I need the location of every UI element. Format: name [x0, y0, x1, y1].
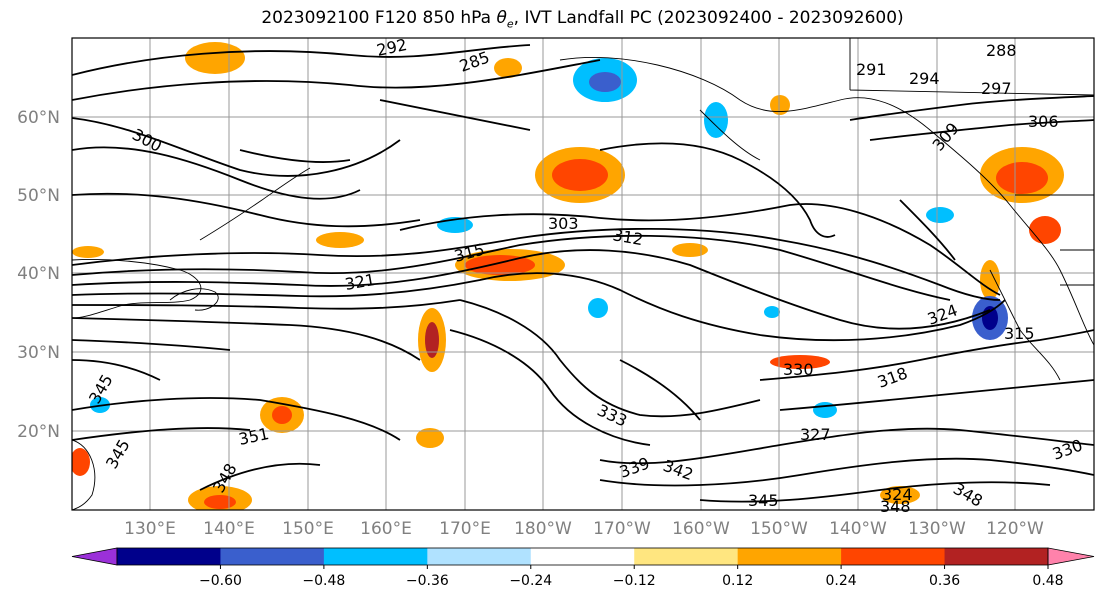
negative-anomaly-patch: [764, 306, 780, 318]
colorbar-segment: [737, 548, 842, 565]
colorbar-tick-label: −0.12: [613, 573, 656, 589]
colorbar-extend-max: [1047, 547, 1095, 566]
map-frame: [71, 37, 1095, 511]
contour-label: 306: [1028, 112, 1059, 131]
contour-label: 288: [986, 41, 1017, 60]
colorbar-extend-min: [71, 547, 118, 566]
colorbar-tick-label: −0.36: [406, 573, 449, 589]
positive-anomaly-patch: [425, 322, 439, 358]
map-area: [72, 38, 1094, 510]
lat-label: 20°N: [17, 422, 60, 442]
colorbar-segment: [634, 548, 739, 565]
lon-label: 140°E: [203, 519, 255, 539]
longitude-labels: 130°E 140°E 150°E 160°E 170°E 180°W 170°…: [124, 519, 1044, 539]
map-title: 2023092100 F120 850 hPa θe, IVT Landfall…: [261, 8, 904, 31]
positive-anomaly-patch: [672, 243, 708, 257]
positive-anomaly-patch: [1029, 216, 1061, 244]
lat-label: 40°N: [17, 264, 60, 284]
lon-label: 150°E: [282, 519, 334, 539]
contour-label: 345: [748, 491, 779, 510]
negative-anomaly-patch: [926, 207, 954, 223]
colorbar-tick-label: 0.24: [826, 573, 857, 589]
colorbar-tick-label: 0.36: [929, 573, 960, 589]
positive-anomaly-patch: [185, 42, 245, 74]
contour-label: 330: [783, 360, 814, 379]
colorbar-segment: [427, 548, 532, 565]
colorbar-segment: [530, 548, 635, 565]
negative-anomaly-patch: [704, 102, 728, 138]
colorbar-segment: [117, 548, 221, 565]
colorbar-segment: [323, 548, 428, 565]
positive-anomaly-patch: [770, 355, 830, 369]
lat-label: 30°N: [17, 343, 60, 363]
lon-label: 160°E: [360, 519, 412, 539]
colorbar-border: [116, 547, 1049, 566]
contour-labels: 292 285 288 291 294 297 306 309 300 303 …: [85, 35, 1085, 516]
negative-anomaly-patch: [589, 72, 621, 92]
theta-symbol: θ: [496, 8, 507, 28]
contour-label: 327: [800, 425, 831, 444]
positive-anomaly-patch: [996, 162, 1048, 194]
lon-label: 180°W: [514, 519, 572, 539]
colorbar: −0.60 −0.48 −0.36 −0.24 −0.12 0.12 0.24 0.36 0.4…: [71, 547, 1095, 589]
negative-anomaly-patch: [588, 298, 608, 318]
positive-anomaly-patch: [980, 260, 1000, 300]
positive-anomaly-patch: [552, 159, 608, 191]
positive-anomaly-patch: [465, 255, 535, 275]
positive-anomaly-patch: [72, 246, 104, 258]
positive-anomaly-patch: [416, 428, 444, 448]
contour-label: 324: [882, 485, 913, 504]
lon-label: 170°W: [593, 519, 651, 539]
contour-label: 303: [548, 214, 579, 233]
theta-subscript: e: [506, 17, 514, 31]
lon-label: 130°W: [908, 519, 966, 539]
colorbar-tick-label: 0.48: [1032, 573, 1063, 589]
positive-anomaly-patch: [72, 448, 90, 476]
positive-anomaly-patch: [880, 486, 920, 504]
lon-label: 130°E: [124, 519, 176, 539]
contour-label: 348: [880, 497, 911, 516]
colorbar-tick-label: −0.48: [302, 573, 345, 589]
colorbar-segment: [944, 548, 1049, 565]
positive-anomaly-patch: [204, 495, 236, 509]
contour-label: 315: [1004, 324, 1035, 343]
positive-anomaly-patch: [316, 232, 364, 248]
lat-label: 50°N: [17, 186, 60, 206]
lat-label: 60°N: [17, 108, 60, 128]
lon-label: 160°W: [672, 519, 730, 539]
positive-anomaly-patch: [272, 406, 292, 424]
negative-anomaly-patch: [982, 306, 998, 330]
latitude-labels: 60°N 50°N 40°N 30°N 20°N: [17, 108, 60, 442]
contour-label: 294: [909, 69, 940, 88]
colorbar-tick-label: 0.12: [722, 573, 753, 589]
contour-label: 297: [981, 79, 1012, 98]
colorbar-tick-label: −0.24: [509, 573, 552, 589]
contour-label: 291: [856, 60, 887, 79]
lon-label: 140°W: [829, 519, 887, 539]
lon-label: 120°W: [986, 519, 1044, 539]
colorbar-segment: [220, 548, 325, 565]
colorbar-tick-label: −0.60: [199, 573, 242, 589]
positive-anomaly-patch: [494, 58, 522, 78]
positive-anomaly-patch: [770, 95, 790, 115]
theta-e-contours: [72, 44, 1094, 503]
lon-label: 170°E: [439, 519, 491, 539]
lon-label: 150°W: [750, 519, 808, 539]
colorbar-segment: [841, 548, 946, 565]
